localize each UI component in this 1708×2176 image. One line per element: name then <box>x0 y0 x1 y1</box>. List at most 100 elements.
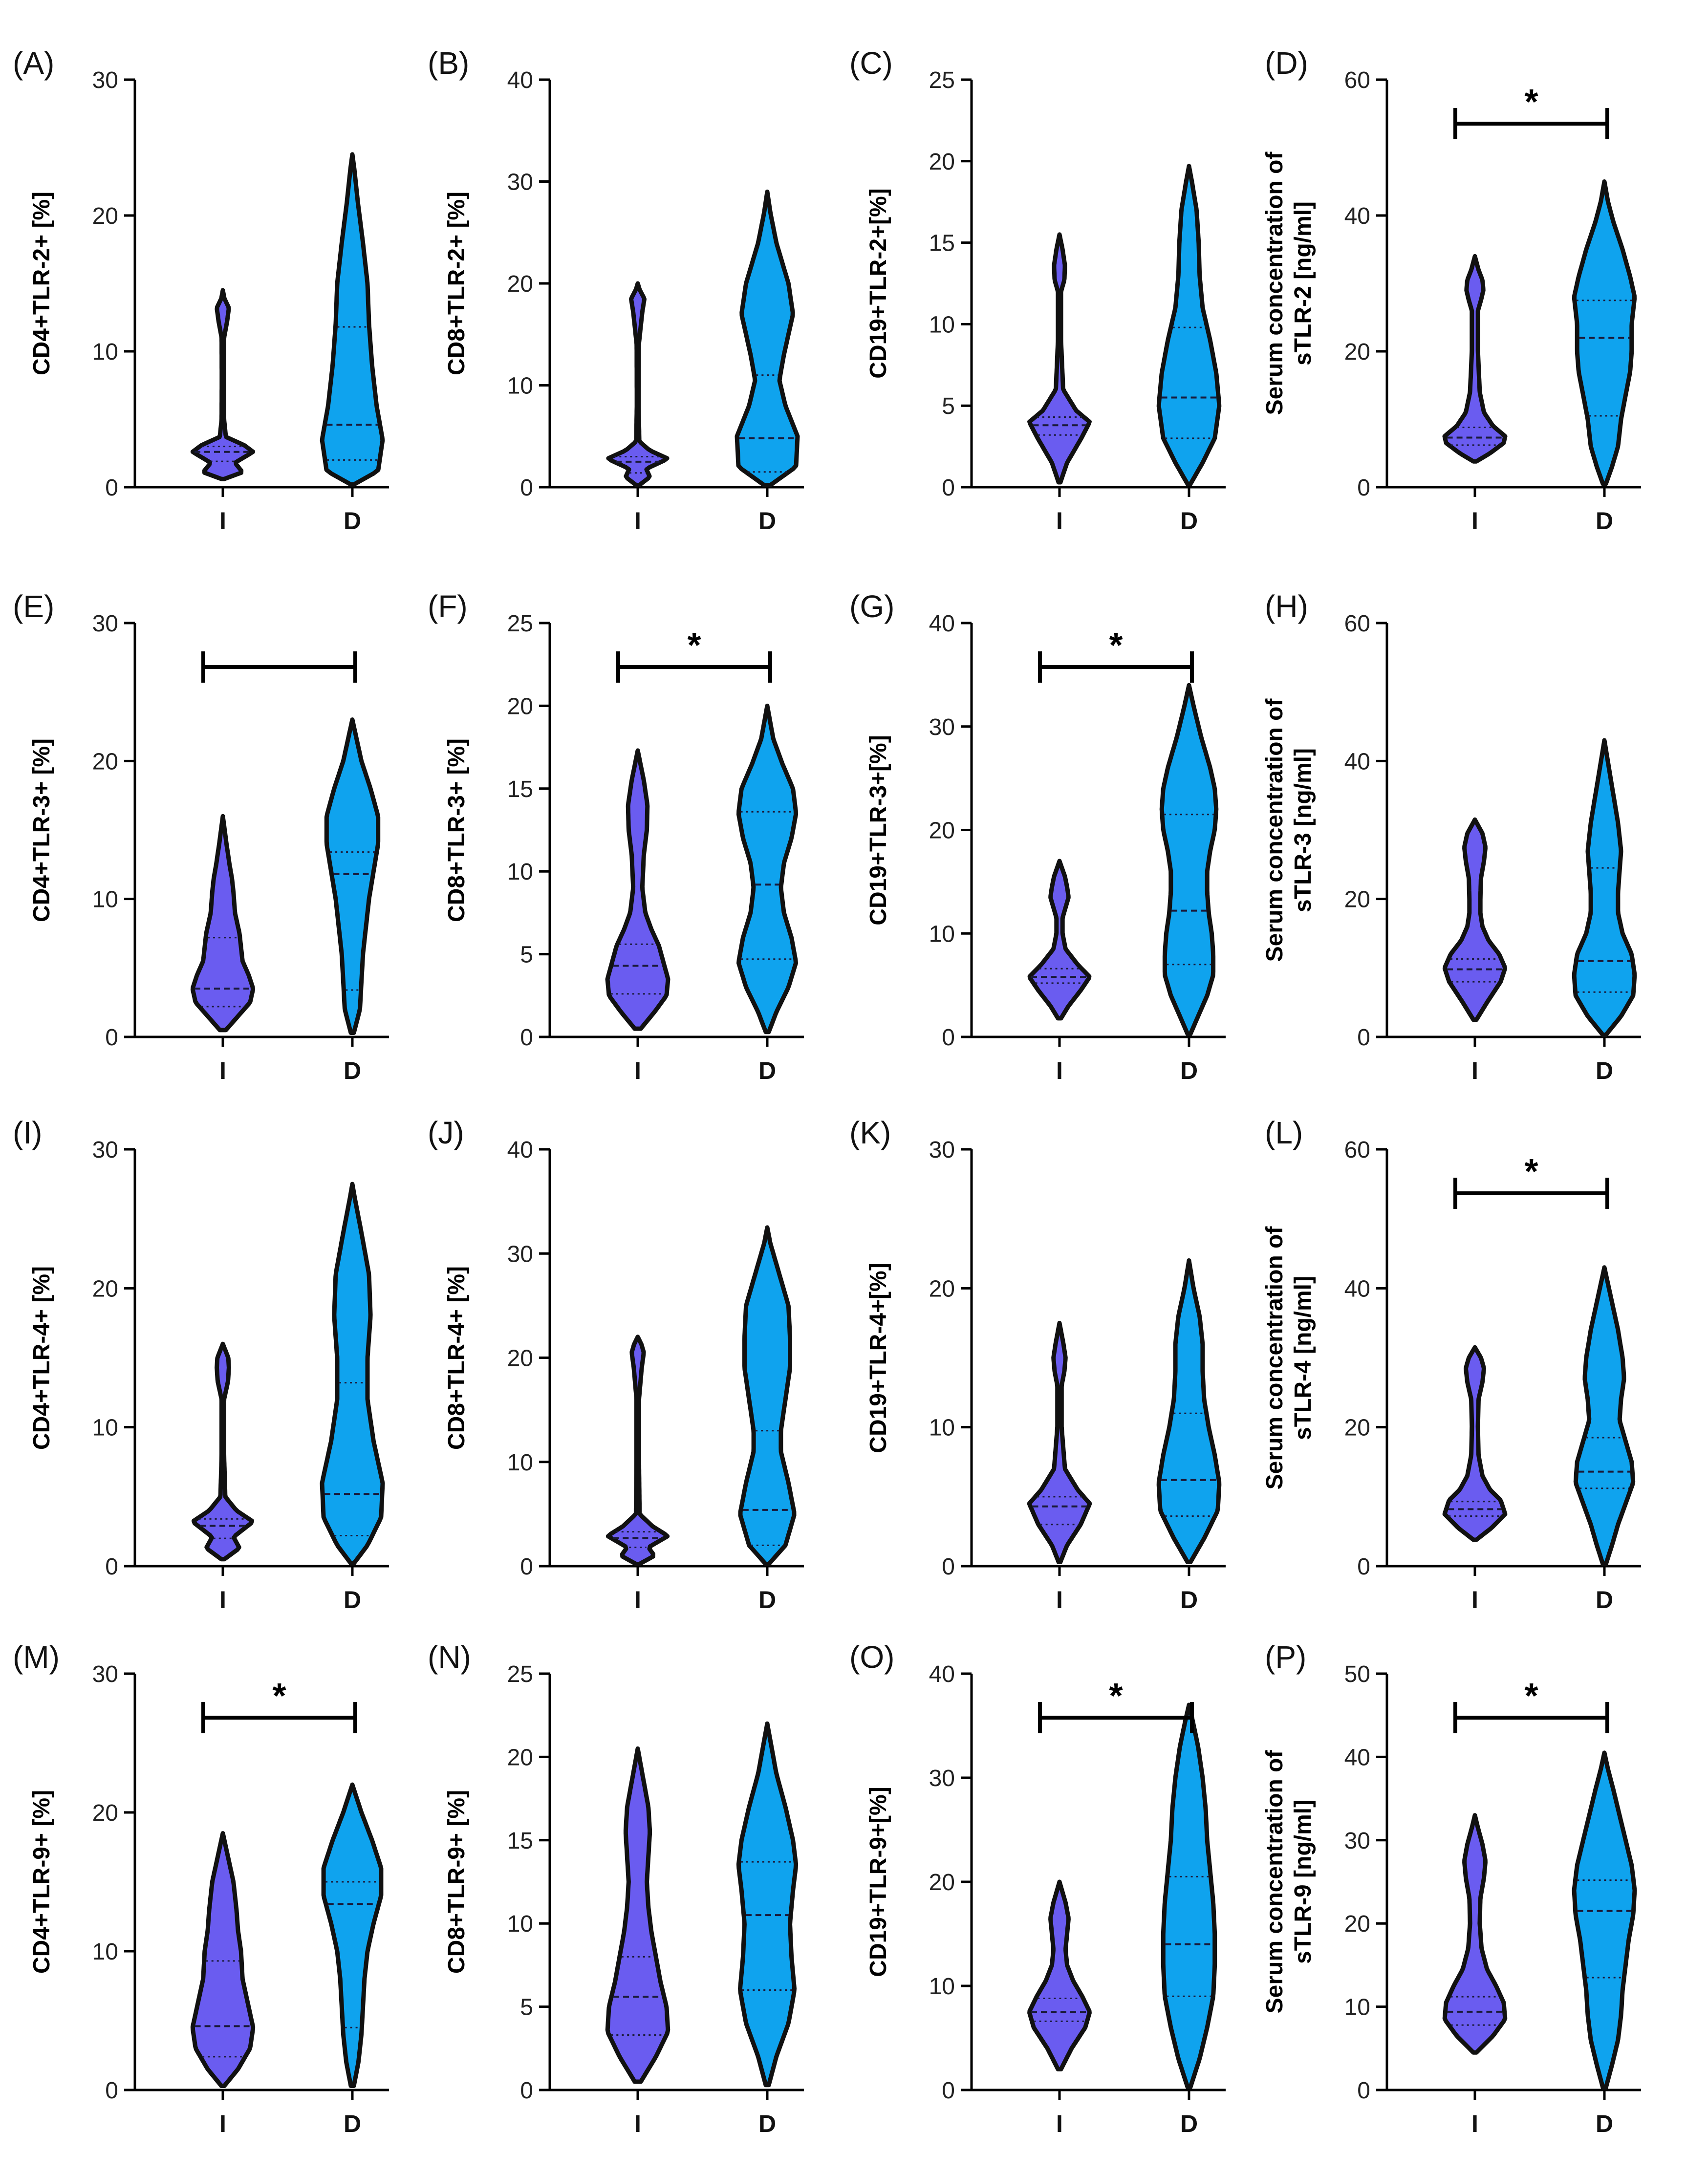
y-axis-label-line: CD8+TLR-2+ [%] <box>444 191 470 376</box>
y-tick-label: 0 <box>520 1554 533 1580</box>
y-tick-label: 10 <box>507 373 533 399</box>
significance-star: * <box>1524 1677 1538 1716</box>
y-tick-label: 0 <box>520 1025 533 1051</box>
panel-label: (H) <box>1265 589 1308 624</box>
y-tick-label: 5 <box>942 393 955 419</box>
violin-d <box>1161 1702 1217 2090</box>
y-tick-label: 20 <box>1344 1911 1370 1937</box>
violin-panel-e: (E) 0 10 20 30 I D <box>13 589 389 1084</box>
y-tick-label: 0 <box>1357 2078 1370 2104</box>
violin-d <box>321 1782 384 2088</box>
violin-i <box>1442 254 1508 464</box>
y-tick-label: 30 <box>92 1661 118 1687</box>
y-tick-label: 30 <box>92 1137 118 1163</box>
y-tick-label: 30 <box>507 170 533 195</box>
y-tick-label: 50 <box>1344 1661 1370 1687</box>
y-tick-label: 30 <box>929 1766 955 1791</box>
violin-d <box>320 152 385 487</box>
y-tick-label: 15 <box>507 776 533 802</box>
panel-label: (G) <box>849 589 894 624</box>
y-tick-label: 25 <box>929 67 955 93</box>
x-tick-label: I <box>219 507 226 535</box>
y-tick-label: 0 <box>942 1554 955 1580</box>
x-tick-label: I <box>1056 1586 1063 1614</box>
y-axis-label-line: CD19+TLR-2+[%] <box>865 188 891 379</box>
y-tick-label: 10 <box>507 1911 533 1937</box>
y-tick-label: 40 <box>1344 1276 1370 1302</box>
y-axis-label-line: Serum concentration of <box>1262 1750 1288 2014</box>
violin-i <box>1027 1320 1092 1564</box>
significance-star: * <box>687 626 701 665</box>
y-tick-label: 40 <box>1344 1745 1370 1770</box>
x-tick-label: I <box>1056 507 1063 535</box>
y-tick-label: 60 <box>1344 67 1370 93</box>
x-tick-label: I <box>1056 2110 1063 2137</box>
x-tick-label: I <box>634 507 641 535</box>
y-tick-label: 0 <box>1357 475 1370 501</box>
significance-star: * <box>1109 626 1123 665</box>
y-tick-label: 25 <box>507 611 533 637</box>
y-tick-label: 60 <box>1344 611 1370 637</box>
x-tick-label: I <box>1471 507 1478 535</box>
violin-panel-i: (I) 0 10 20 30 I D <box>13 1115 389 1614</box>
y-tick-label: 40 <box>929 611 955 637</box>
panel-label: (C) <box>849 45 893 81</box>
y-axis-label: CD4+TLR-2+ [%] <box>28 192 56 375</box>
panel-label: (F) <box>428 589 468 624</box>
y-tick-label: 40 <box>929 1661 955 1687</box>
x-tick-label: D <box>1596 1057 1613 1084</box>
y-axis-label: CD8+TLR-2+ [%] <box>443 192 471 375</box>
y-tick-label: 0 <box>1357 1025 1370 1051</box>
violin-i <box>1027 232 1092 485</box>
y-axis-label-line: CD4+TLR-2+ [%] <box>29 191 55 376</box>
y-tick-label: 40 <box>507 1137 533 1163</box>
violin-d <box>1572 179 1637 486</box>
violin-i <box>1442 1345 1508 1542</box>
x-tick-label: D <box>1180 1057 1198 1084</box>
x-tick-label: D <box>1180 2110 1198 2137</box>
panel-label: (E) <box>13 589 54 624</box>
y-tick-label: 20 <box>92 1276 118 1302</box>
y-axis-label: Serum concentration of sTLR-3 [ng/ml] <box>1261 698 1318 962</box>
x-tick-label: I <box>634 1057 641 1084</box>
x-tick-label: D <box>344 507 361 535</box>
y-tick-label: 20 <box>1344 887 1370 913</box>
y-tick-label: 0 <box>520 2078 533 2104</box>
violin-d <box>1156 164 1222 486</box>
y-axis-label-line: CD4+TLR-9+ [%] <box>29 1789 55 1974</box>
y-tick-label: 30 <box>92 67 118 93</box>
y-tick-label: 10 <box>929 312 955 338</box>
violin-panel-g: (G) 0 10 20 30 40 I D * <box>849 589 1226 1084</box>
y-tick-label: 20 <box>1344 339 1370 365</box>
panel-label: (D) <box>1265 45 1308 81</box>
y-tick-label: 10 <box>92 1415 118 1441</box>
y-tick-label: 40 <box>1344 203 1370 229</box>
x-tick-label: I <box>219 1057 226 1084</box>
x-tick-label: I <box>1471 1057 1478 1084</box>
violin-d <box>320 1182 385 1566</box>
y-axis-label-line: CD8+TLR-9+ [%] <box>444 1789 470 1974</box>
x-tick-label: D <box>344 1586 361 1614</box>
y-axis-label: CD4+TLR-9+ [%] <box>28 1790 56 1974</box>
y-tick-label: 30 <box>929 1137 955 1163</box>
y-tick-label: 60 <box>1344 1137 1370 1163</box>
violin-i <box>1027 859 1092 1021</box>
x-tick-label: D <box>758 1586 776 1614</box>
y-axis-label-line: CD19+TLR-4+[%] <box>865 1262 891 1453</box>
significance-star: * <box>272 1677 286 1716</box>
y-tick-label: 0 <box>105 1025 118 1051</box>
violin-panel-k: (K) 0 10 20 30 I D <box>849 1115 1226 1614</box>
y-tick-label: 20 <box>929 1870 955 1896</box>
x-tick-label: I <box>1056 1057 1063 1084</box>
violin-panel-o: (O) 0 10 20 30 40 I D * <box>849 1639 1226 2137</box>
y-tick-label: 15 <box>507 1828 533 1854</box>
violin-d <box>1156 1258 1222 1564</box>
y-tick-label: 0 <box>942 475 955 501</box>
violin-d <box>1572 1750 1637 2090</box>
violin-d <box>736 703 798 1034</box>
x-tick-label: D <box>1180 507 1198 535</box>
violin-panel-d: (D) 0 20 40 60 I D * <box>1265 45 1641 535</box>
y-tick-label: 20 <box>929 818 955 844</box>
violin-i <box>1442 1813 1508 2055</box>
